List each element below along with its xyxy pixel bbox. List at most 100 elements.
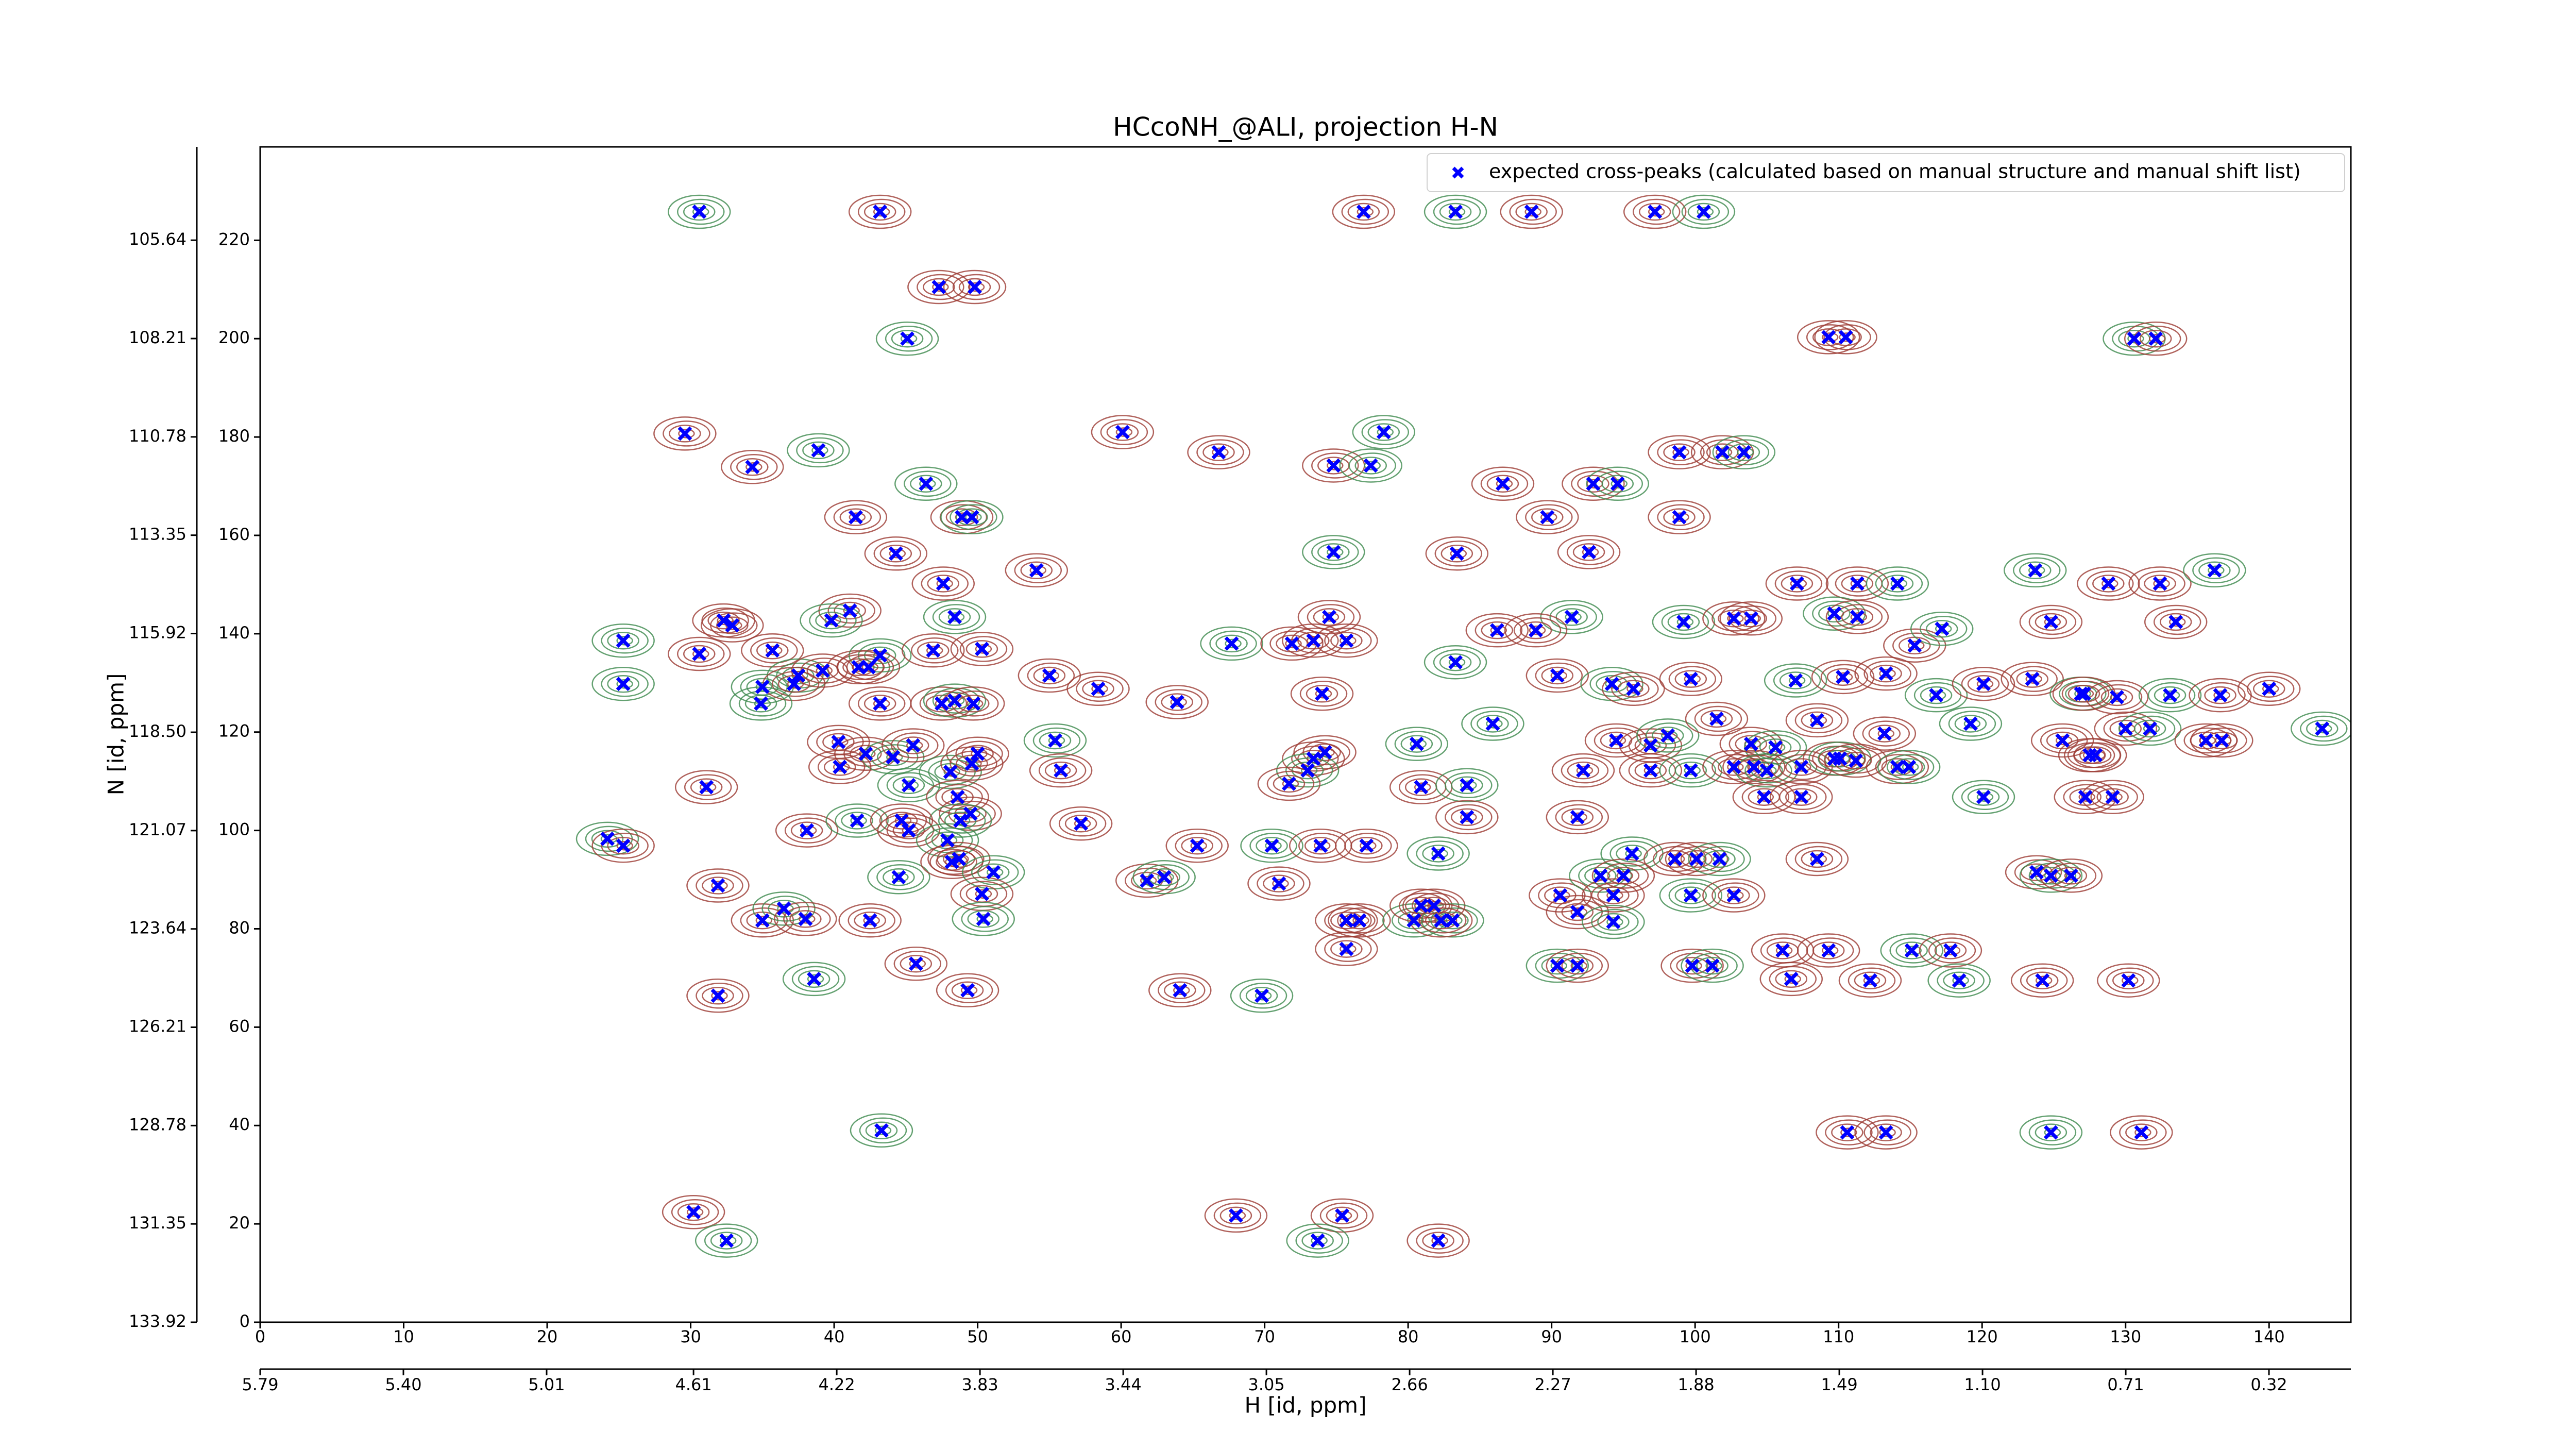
peak-marker	[1836, 669, 1850, 684]
contour	[1823, 324, 1871, 350]
contour	[1853, 716, 1917, 751]
contour	[1769, 966, 1817, 992]
contour	[1820, 664, 1869, 690]
peak-marker	[900, 331, 915, 346]
contour	[950, 504, 997, 530]
contour	[1273, 774, 1306, 793]
contour	[1433, 649, 1481, 676]
contour	[1674, 886, 1707, 904]
contour	[1431, 849, 1448, 858]
x2-tick-label: 0.32	[2250, 1375, 2287, 1394]
peak-marker	[1715, 445, 1730, 460]
contour	[1905, 946, 1922, 955]
peak-marker	[2043, 868, 2058, 883]
contour	[1319, 1202, 1368, 1229]
contour	[1908, 641, 1925, 651]
contour	[1689, 854, 1707, 864]
peak-marker	[1326, 458, 1341, 473]
contour	[911, 566, 975, 601]
peak-marker	[1211, 445, 1226, 460]
contour	[885, 325, 933, 352]
contour	[849, 512, 866, 522]
contour	[2138, 570, 2185, 597]
contour	[889, 549, 906, 559]
contour	[1295, 1227, 1343, 1254]
contour	[1100, 419, 1148, 445]
contour	[2252, 680, 2285, 698]
contour	[1044, 761, 1077, 780]
x2-tick-label: 0.71	[2107, 1375, 2144, 1394]
contour	[1352, 415, 1416, 449]
contour	[2112, 971, 2145, 989]
peak-marker	[1449, 546, 1464, 561]
contour	[1377, 427, 1394, 437]
contour	[2025, 674, 2042, 684]
contour	[1475, 617, 1523, 644]
contour	[1431, 1236, 1448, 1245]
contour	[1920, 686, 1953, 704]
y2-tick-label: 121.07	[129, 820, 187, 839]
contour	[1774, 570, 1823, 597]
contour	[1158, 977, 1206, 1004]
contour	[1145, 685, 1209, 719]
contour	[1480, 470, 1529, 497]
peak-marker	[1643, 763, 1658, 778]
contour	[832, 737, 849, 747]
contour	[873, 207, 890, 217]
contour	[1257, 870, 1304, 897]
contour	[940, 746, 1004, 781]
contour	[1831, 1123, 1863, 1141]
contour	[1266, 770, 1315, 797]
y-axis-label: N [id, ppm]	[104, 673, 129, 796]
contour	[951, 981, 984, 1000]
peak-marker	[1306, 751, 1321, 766]
contour	[2019, 1115, 2083, 1150]
contour	[1659, 878, 1723, 913]
contour	[1674, 761, 1707, 780]
contour	[1870, 1123, 1902, 1141]
contour	[2064, 871, 2081, 881]
contour	[1638, 203, 1671, 221]
contour	[1209, 630, 1257, 657]
peak-marker	[1586, 476, 1601, 491]
y-tick-label: 80	[229, 918, 250, 937]
contour	[2215, 735, 2232, 746]
contour	[1685, 701, 1749, 736]
contour	[2086, 570, 2134, 597]
peak-marker	[2029, 865, 2044, 880]
peak-marker	[1747, 760, 1761, 774]
peak-marker	[861, 660, 876, 675]
peak-marker	[1726, 611, 1741, 626]
contour	[1481, 621, 1514, 639]
contour	[1801, 711, 1834, 730]
contour	[1728, 605, 1777, 632]
contour	[2306, 719, 2338, 738]
contour	[1697, 207, 1714, 217]
contour	[852, 658, 885, 676]
contour	[1516, 500, 1579, 534]
contour	[616, 840, 633, 851]
peak-marker	[1784, 971, 1799, 986]
contour	[1773, 667, 1821, 694]
peak-marker	[1736, 445, 1751, 460]
contour	[1440, 545, 1473, 563]
contour	[1451, 776, 1483, 795]
peak-marker	[1356, 205, 1371, 219]
y-tick-label: 200	[218, 328, 250, 347]
contour	[2067, 685, 2100, 703]
contour	[1255, 991, 1272, 1001]
contour	[1330, 631, 1363, 650]
peak-marker	[1827, 606, 1842, 621]
peak-marker	[2214, 733, 2229, 748]
contour	[2199, 727, 2247, 754]
contour	[1597, 913, 1630, 931]
contour	[1836, 672, 1853, 682]
contour	[2208, 565, 2225, 575]
contour	[686, 868, 750, 903]
contour	[1500, 194, 1563, 229]
contour	[668, 194, 731, 229]
contour	[1418, 907, 1467, 934]
peak-marker	[1582, 545, 1597, 560]
contour	[1927, 963, 1991, 998]
peak-marker	[1726, 888, 1741, 903]
